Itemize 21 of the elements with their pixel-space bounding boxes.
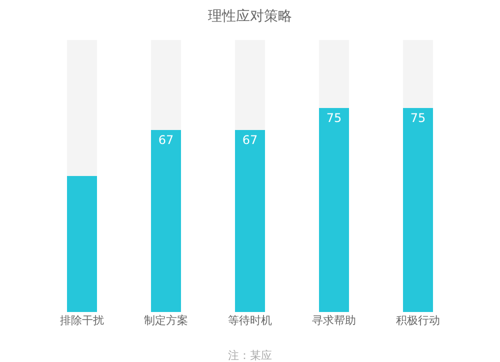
data-label: 75 (326, 111, 342, 125)
bar (234, 130, 266, 312)
bar (234, 40, 266, 130)
bar (66, 176, 98, 312)
x-tick-label: 等待时机 (228, 314, 272, 327)
bar (150, 130, 182, 312)
bar (318, 108, 350, 312)
data-label: 67 (158, 132, 174, 147)
data-label: 75 (410, 111, 426, 125)
text: 注：某应 (228, 349, 272, 362)
bar (402, 108, 434, 312)
chart-title: 理性应对策略 (208, 8, 292, 25)
bar (66, 40, 98, 176)
x-tick-label: 积极行动 (396, 314, 440, 327)
bar (150, 40, 182, 130)
x-tick-label: 排除干扰 (60, 314, 104, 327)
bar (318, 40, 350, 108)
data-label: 67 (242, 132, 258, 147)
x-tick-label: 制定方案 (144, 314, 188, 327)
x-tick-label: 寻求帮助 (312, 314, 356, 327)
bar (402, 40, 434, 108)
